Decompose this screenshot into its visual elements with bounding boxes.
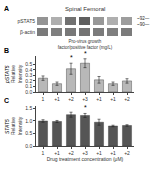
svg-text:+1: +1	[110, 96, 116, 102]
svg-text:1: 1	[42, 150, 45, 156]
svg-text:0.5: 0.5	[25, 61, 32, 67]
svg-text:Pro-virus growthfactor/positiv: Pro-virus growthfactor/positive factor (…	[58, 39, 113, 50]
svg-text:B: B	[4, 47, 9, 54]
svg-text:+2: +2	[68, 96, 74, 102]
svg-text:+1: +1	[110, 150, 116, 156]
svg-text:RelativeIntensity: RelativeIntensity	[10, 116, 23, 135]
svg-text:~90—: ~90—	[137, 22, 150, 27]
svg-text:0.2: 0.2	[25, 78, 32, 84]
svg-text:+1: +1	[54, 96, 60, 102]
svg-text:+1: +1	[96, 96, 102, 102]
svg-text:0.0: 0.0	[25, 89, 32, 95]
svg-text:+2: +2	[124, 96, 130, 102]
svg-text:+2: +2	[124, 150, 130, 156]
svg-text:+3: +3	[82, 96, 88, 102]
svg-text:pSTAT5: pSTAT5	[4, 65, 10, 84]
svg-text:~92—: ~92—	[137, 16, 150, 21]
svg-text:C: C	[4, 97, 9, 104]
svg-text:β-actin: β-actin	[20, 29, 35, 35]
svg-text:*: *	[70, 54, 73, 61]
svg-text:*: *	[84, 50, 87, 57]
svg-text:A: A	[4, 5, 9, 12]
svg-text:+1: +1	[96, 150, 102, 156]
svg-text:1.0: 1.0	[25, 118, 32, 124]
svg-text:+2: +2	[68, 150, 74, 156]
svg-text:1.5: 1.5	[25, 105, 32, 111]
svg-text:Spinal Femoral: Spinal Femoral	[65, 6, 105, 12]
svg-text:0.4: 0.4	[25, 67, 32, 73]
svg-text:1: 1	[42, 96, 45, 102]
svg-text:+3: +3	[82, 150, 88, 156]
svg-text:+1: +1	[54, 150, 60, 156]
svg-text:pSTAT5: pSTAT5	[17, 18, 35, 24]
svg-text:0.0: 0.0	[25, 143, 32, 149]
svg-text:STAT5: STAT5	[4, 119, 10, 134]
svg-text:0.3: 0.3	[25, 72, 32, 78]
svg-text:Drug treatment concentration (: Drug treatment concentration (μM)	[47, 156, 124, 162]
svg-text:0.5: 0.5	[25, 130, 32, 136]
svg-text:0.1: 0.1	[25, 83, 32, 89]
svg-text:*: *	[84, 104, 87, 111]
svg-text:RelativeIntensity: RelativeIntensity	[10, 64, 23, 83]
